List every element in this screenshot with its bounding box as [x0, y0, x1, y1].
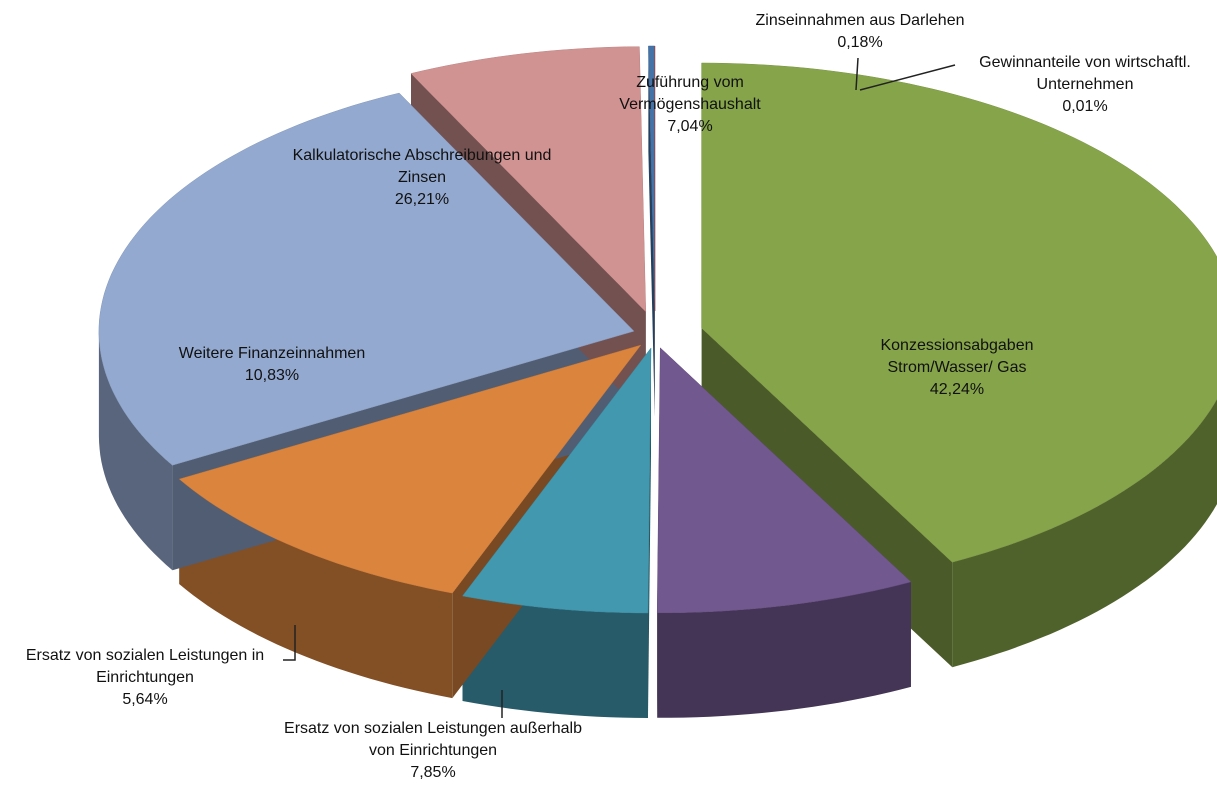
value-label: 26,21%	[394, 191, 450, 208]
slice-wall	[657, 581, 911, 718]
slice-label: Zinseinnahmen aus Darlehen 0,18%	[700, 10, 1020, 54]
slice-wall	[462, 596, 648, 718]
tops	[98, 45, 1217, 614]
slice	[648, 45, 655, 312]
slice-side	[648, 46, 655, 417]
slice-label: Weitere Finanzeinnahmen 10,83%	[147, 343, 397, 387]
slice	[410, 46, 647, 313]
category-name: Ersatz von sozialen Leistungen in Einric…	[25, 647, 265, 686]
value-label: 10,83%	[244, 367, 300, 384]
value-label: 0,01%	[1062, 98, 1108, 115]
category-name: Gewinnanteile von wirtschaftl. Unternehm…	[979, 54, 1191, 93]
slice-label: Ersatz von sozialen Leistungen außerhalb…	[283, 718, 583, 784]
slice	[178, 344, 642, 594]
slice	[98, 92, 635, 466]
value-label: 0,18%	[837, 34, 883, 51]
category-name: Weitere Finanzeinnahmen	[178, 345, 366, 362]
slice-label: Zuführung vom Vermögenshaushalt 7,04%	[610, 72, 770, 138]
slice-label: Konzessionsabgaben Strom/Wasser/ Gas 42,2…	[857, 335, 1057, 401]
value-label: 5,64%	[122, 691, 168, 708]
category-name: Kalkulatorische Abschreibungen und Zinse…	[292, 147, 552, 186]
category-name: Konzessionsabgaben Strom/Wasser/ Gas	[880, 337, 1034, 376]
value-label: 7,04%	[667, 118, 713, 135]
slice-label: Gewinnanteile von wirtschaftl. Unternehm…	[955, 52, 1215, 118]
slice	[462, 347, 652, 614]
value-label: 42,24%	[929, 381, 985, 398]
leader-line	[859, 64, 956, 91]
value-label: 7,85%	[410, 764, 456, 781]
slice-wall	[98, 331, 173, 571]
slice-wall	[952, 399, 1217, 668]
category-name: Zinseinnahmen aus Darlehen	[755, 12, 965, 29]
leader-line	[855, 57, 859, 91]
category-name: Ersatz von sozialen Leistungen außerhalb…	[284, 720, 582, 759]
leader-line	[283, 625, 296, 661]
slice	[656, 347, 912, 614]
slice-label: Kalkulatorische Abschreibungen und Zinse…	[277, 145, 567, 211]
category-name: Zuführung vom Vermögenshaushalt	[619, 74, 761, 113]
slice	[701, 62, 1217, 563]
slice-label: Ersatz von sozialen Leistungen in Einric…	[0, 645, 295, 711]
